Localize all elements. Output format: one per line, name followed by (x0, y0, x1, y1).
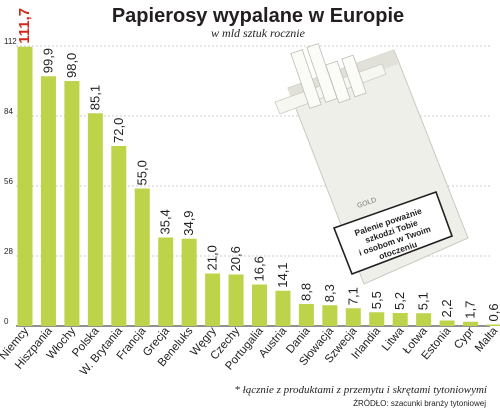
bar (111, 146, 127, 326)
cigarette-pack-illustration: GOLD Palenie poważnie szkodzi Tobie i os… (274, 43, 469, 285)
footnote: * łącznie z produktami z przemytu i skrę… (234, 384, 487, 396)
cigarette-3 (325, 60, 351, 104)
health-warning-box (332, 190, 454, 276)
source-note: ŹRÓDŁO: szacunki branży tytoniowej (353, 399, 486, 408)
bar (40, 76, 56, 326)
bar (205, 273, 221, 326)
cigarette-4 (341, 54, 367, 98)
value-label: 35,4 (158, 209, 173, 234)
bar (345, 308, 361, 326)
bar (463, 321, 479, 326)
value-label: 5,2 (392, 292, 407, 310)
bar (275, 290, 291, 326)
bars (17, 46, 500, 326)
bar (322, 305, 338, 326)
value-label: 55,0 (134, 160, 149, 185)
bar (416, 313, 432, 326)
y-tick-label: 28 (4, 247, 13, 256)
value-label: 14,1 (275, 262, 290, 287)
value-label: 5,1 (416, 292, 431, 310)
category-label: Malta (473, 325, 500, 355)
bar (392, 313, 408, 326)
bar (181, 238, 197, 326)
value-label: 98,0 (64, 53, 79, 78)
bar (87, 113, 103, 326)
value-label: 8,3 (322, 284, 337, 302)
bar (64, 81, 80, 326)
bar (134, 188, 150, 326)
value-label: 34,9 (181, 210, 196, 235)
bar (369, 312, 385, 326)
bar (17, 46, 33, 326)
bar (158, 237, 174, 326)
chart-title: Papierosy wypalane w Europie (112, 5, 404, 27)
y-tick-label: 84 (4, 107, 13, 116)
value-label: 5,5 (369, 291, 384, 309)
value-label: 16,6 (252, 256, 267, 281)
value-label: 2,2 (439, 299, 454, 317)
y-tick-label: 112 (4, 37, 17, 46)
value-label: 8,8 (298, 283, 313, 301)
value-label: 0,6 (486, 303, 500, 321)
value-label: 99,9 (40, 48, 55, 73)
y-axis-ticks: 0 28 56 84 112 (4, 37, 17, 326)
value-label: 85,1 (87, 85, 102, 110)
bar (439, 320, 455, 326)
value-label: 21,0 (205, 245, 220, 270)
bar (252, 284, 267, 326)
cigarette-1 (290, 49, 322, 109)
value-label: 1,7 (463, 301, 478, 319)
chart-subtitle: w mld sztuk rocznie (211, 26, 306, 40)
y-tick-label: 56 (4, 177, 13, 186)
value-label: 111,7 (16, 8, 33, 44)
value-label: 20,6 (228, 246, 243, 271)
value-label: 7,1 (345, 287, 360, 305)
bar (228, 274, 244, 326)
value-labels: 111,7 99,9 98,0 85,1 72,0 55,0 35,4 34,9 21,0 20,… (16, 8, 500, 322)
bar (298, 304, 314, 326)
y-tick-label: 0 (4, 317, 9, 326)
bar (486, 324, 500, 326)
value-label: 72,0 (111, 118, 126, 143)
